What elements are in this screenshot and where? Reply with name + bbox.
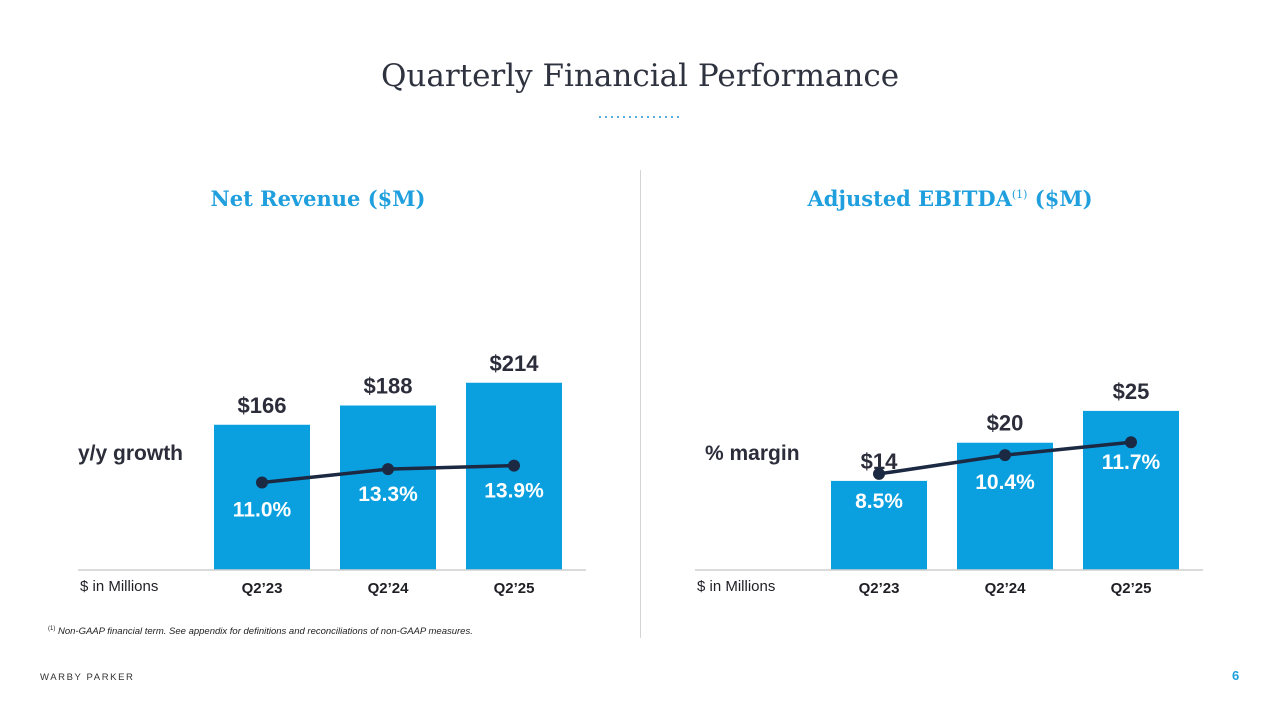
adjusted-ebitda-bar-value-3: $25 xyxy=(1113,379,1150,404)
adjusted-ebitda-line-point-2 xyxy=(999,449,1011,462)
adjusted-ebitda-bar-3 xyxy=(1083,410,1179,570)
adjusted-ebitda-category-3: Q2’25 xyxy=(1111,580,1152,597)
footnote: (1) Non-GAAP financial term. See appendi… xyxy=(48,626,473,637)
adjusted-ebitda-bar-value-2: $20 xyxy=(987,411,1024,436)
net-revenue-panel: Net Revenue ($M) y/y growth $ in Million… xyxy=(78,170,638,620)
adjusted-ebitda-category-1: Q2’23 xyxy=(859,580,900,597)
net-revenue-bar-value-2: $188 xyxy=(364,374,413,399)
net-revenue-bar-value-1: $166 xyxy=(238,393,287,418)
page-number: 6 xyxy=(1232,668,1240,683)
net-revenue-units-label: $ in Millions xyxy=(80,578,159,595)
panel-divider xyxy=(640,170,641,638)
adjusted-ebitda-units-label: $ in Millions xyxy=(697,578,776,595)
net-revenue-bar-value-3: $214 xyxy=(490,351,540,376)
yy-growth-label: y/y growth xyxy=(78,442,184,465)
net-revenue-title: Net Revenue ($M) xyxy=(210,186,426,211)
page-title: Quarterly Financial Performance xyxy=(380,58,900,94)
adjusted-ebitda-bar-2 xyxy=(957,442,1053,570)
title-dotted-underline xyxy=(597,116,683,118)
adjusted-ebitda-title-suffix: ($M) xyxy=(1027,186,1093,211)
footnote-marker: (1) xyxy=(48,626,56,632)
net-revenue-category-1: Q2’23 xyxy=(242,580,283,597)
net-revenue-line-point-2 xyxy=(382,463,394,476)
brand-logo-text: WARBY PARKER xyxy=(40,672,135,683)
net-revenue-chart: $166 Q2’23 $188 Q2’24 $214 Q2’25 11.0% 13.3% 13.… xyxy=(78,351,586,597)
net-revenue-line-label-1: 11.0% xyxy=(233,499,292,522)
net-revenue-category-3: Q2’25 xyxy=(494,580,535,597)
adjusted-ebitda-line-point-3 xyxy=(1125,436,1137,449)
adjusted-ebitda-line-label-3: 11.7% xyxy=(1102,451,1161,474)
net-revenue-line-label-2: 13.3% xyxy=(358,483,418,506)
net-revenue-line-point-1 xyxy=(256,476,268,489)
adjusted-ebitda-footnote-marker: (1) xyxy=(1011,188,1028,201)
net-revenue-bar-3 xyxy=(466,382,562,570)
adjusted-ebitda-panel: Adjusted EBITDA(1) ($M) % margin $ in Mi… xyxy=(695,170,1255,620)
adjusted-ebitda-category-2: Q2’24 xyxy=(985,580,1027,597)
adjusted-ebitda-title: Adjusted EBITDA(1) ($M) xyxy=(670,186,1230,211)
adjusted-ebitda-line-label-2: 10.4% xyxy=(975,471,1035,494)
net-revenue-bar-1 xyxy=(214,424,310,570)
adjusted-ebitda-line-point-1 xyxy=(873,467,885,480)
net-revenue-line-point-3 xyxy=(508,459,520,472)
adjusted-ebitda-line-label-1: 8.5% xyxy=(855,490,903,513)
net-revenue-category-2: Q2’24 xyxy=(368,580,410,597)
net-revenue-line-label-3: 13.9% xyxy=(484,480,544,503)
margin-label: % margin xyxy=(705,442,800,465)
footnote-text: Non-GAAP financial term. See appendix fo… xyxy=(55,626,473,638)
adjusted-ebitda-title-text: Adjusted EBITDA xyxy=(807,186,1012,211)
net-revenue-bar-2 xyxy=(340,405,436,570)
adjusted-ebitda-bar-1 xyxy=(831,480,927,570)
